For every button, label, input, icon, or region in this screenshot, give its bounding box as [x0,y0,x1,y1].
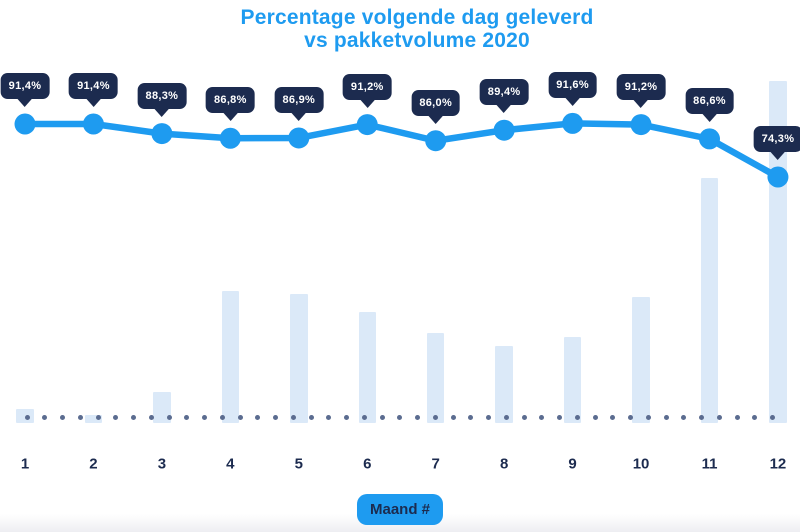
baseline-dot [255,415,261,420]
line-point [14,113,36,135]
value-badge: 91,6% [548,72,597,99]
x-tick-label: 11 [701,455,718,473]
x-tick-label: 1 [20,455,30,473]
baseline-dot [60,415,65,420]
baseline-dot [379,415,385,420]
baseline-dot [113,415,119,420]
trend-line [21,120,782,181]
value-badge: 91,4% [69,72,118,99]
line-point [425,130,447,152]
volume-bar [563,337,582,423]
baseline-dot [415,415,420,420]
baseline-dot [450,415,456,420]
line-point [630,114,652,136]
line-point [151,123,173,145]
x-tick-label: 4 [226,455,235,473]
x-tick-label: 3 [157,455,167,473]
volume-bar [221,290,240,423]
baseline-dot [503,415,509,420]
value-badge: 86,8% [205,87,255,114]
x-tick-label: 7 [431,455,440,473]
x-axis-label-badge: Maand # [356,494,444,525]
line-point [699,128,720,150]
baseline-dot [184,415,190,420]
x-tick-label: 2 [89,455,98,473]
baseline-dot [681,415,687,420]
baseline-dot [557,415,562,420]
value-badge: 88,3% [137,82,187,109]
baseline-dot [219,415,225,420]
baseline-dot [95,415,101,420]
baseline-dot [237,415,243,420]
x-tick-label: 6 [363,455,372,473]
baseline-dot [628,415,633,420]
chart-title-line1: Percentage volgende dag geleverd [240,6,594,29]
line-point [493,119,515,141]
baseline-dot [645,415,651,420]
volume-bar [495,346,513,423]
baseline-dot [131,415,136,420]
baseline-dot [397,415,403,420]
line-point [767,166,789,188]
value-badge: 86,9% [274,86,324,113]
baseline-dot [486,415,491,420]
baseline-dot [610,415,616,420]
baseline-dot [432,415,438,420]
chart-title-line2: vs pakketvolume 2020 [304,29,530,52]
x-tick-label: 5 [294,455,303,473]
baseline-dot [716,415,722,420]
baseline-dot [734,415,740,420]
value-badge: 86,6% [685,87,734,114]
baseline-dot [77,415,83,420]
line-point [356,114,378,136]
x-tick-label: 10 [632,455,650,473]
line-point [288,127,310,149]
baseline-dot [148,415,154,420]
x-tick-label: 12 [769,455,787,473]
x-tick-label: 9 [568,455,577,473]
baseline-dot [663,415,669,420]
baseline-dot [42,415,48,420]
baseline-dot [752,415,758,420]
baseline-dot [24,415,30,420]
baseline-dot [361,415,367,420]
baseline-dot [166,415,172,420]
volume-bar [84,415,103,423]
volume-bar [700,178,719,423]
value-badge: 89,4% [479,79,529,106]
line-point [562,112,584,134]
baseline-dot [273,415,278,420]
value-badge: 91,2% [616,73,666,100]
value-badge: 74,3% [753,126,800,152]
baseline-dot [344,415,349,420]
baseline-dot [326,415,332,420]
line-point [82,113,104,135]
volume-bar [358,311,376,423]
chart-title: Percentage volgende dag geleverd vs pakk… [240,6,593,52]
value-badge: 91,4% [0,72,50,99]
baseline-dot [202,415,207,420]
baseline-dot [308,415,314,420]
volume-bar [290,294,308,423]
baseline-dot [592,415,598,420]
baseline-dot [521,415,527,420]
line-point [219,127,241,149]
baseline-dot [770,415,775,420]
baseline-dot [539,415,545,420]
baseline-dot [699,415,704,420]
volume-bar [632,297,650,423]
baseline-dot [290,415,296,420]
x-tick-label: 8 [499,455,509,473]
volume-bar [426,333,445,423]
volume-bar [769,81,787,423]
baseline-dot [468,415,474,420]
volume-bar [153,391,171,423]
value-badge: 86,0% [411,89,461,116]
value-badge: 91,2% [342,73,392,100]
baseline-dot [574,415,580,420]
